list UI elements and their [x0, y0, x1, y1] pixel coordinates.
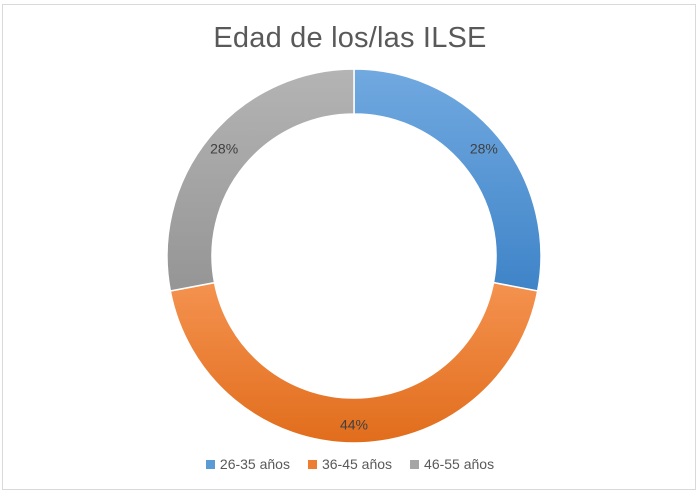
legend-item-26-35: 26-35 años — [205, 456, 290, 472]
legend-item-46-55: 46-55 años — [410, 456, 494, 472]
legend-label-26-35: 26-35 años — [219, 456, 290, 472]
chart-legend: 26-35 años 36-45 años 46-55 años — [0, 456, 700, 472]
slice-26-35 — [353, 68, 542, 292]
legend-swatch-36-45 — [307, 459, 317, 469]
legend-label-36-45: 36-45 años — [321, 456, 393, 472]
data-label-36-45: 44% — [340, 417, 368, 433]
data-label-26-35: 28% — [470, 141, 498, 157]
legend-label-46-55: 46-55 años — [424, 456, 495, 472]
slice-36-45 — [169, 281, 539, 444]
chart-title: Edad de los/las ILSE — [213, 22, 487, 54]
data-label-46-55: 28% — [210, 141, 238, 157]
slice-46-55 — [166, 68, 355, 292]
legend-swatch-46-55 — [410, 459, 420, 469]
legend-item-36-45: 36-45 años — [307, 456, 393, 472]
legend-swatch-26-35 — [205, 459, 215, 469]
